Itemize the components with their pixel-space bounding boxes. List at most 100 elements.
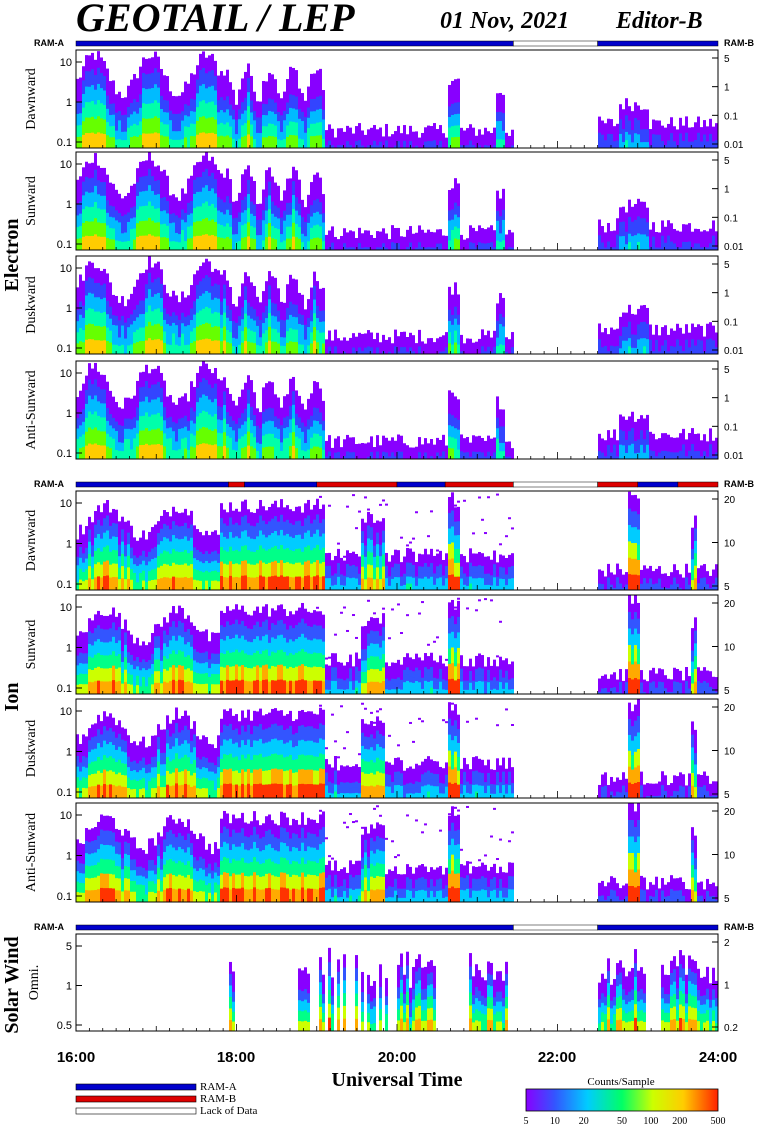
panel-electron-dawnward-cell	[370, 131, 373, 136]
panel-electron-anti-sunward-cell	[625, 445, 628, 453]
panel-electron-sunward-cell	[298, 226, 301, 239]
panel-ion-dawnward-cell	[184, 535, 187, 550]
panel-electron-dawnward-cell	[271, 111, 274, 124]
panel-electron-duskward-cell	[415, 352, 418, 355]
panel-electron-anti-sunward-cell	[466, 451, 469, 456]
panel-electron-sunward-cell	[166, 188, 169, 201]
panel-electron-duskward-cell	[190, 285, 193, 298]
panel-electron-sunward-cell	[88, 177, 91, 193]
panel-electron-anti-sunward-cell	[214, 428, 217, 445]
panel-electron-anti-sunward-cell	[343, 445, 346, 450]
panel-electron-duskward-cell	[184, 335, 187, 346]
panel-electron-anti-sunward-cell	[94, 426, 97, 444]
panel-electron-duskward-cell	[448, 309, 451, 321]
panel-electron-sunward-cell	[196, 162, 199, 178]
panel-electron-duskward-cell	[418, 329, 421, 335]
panel-electron-anti-sunward-cell	[148, 444, 151, 460]
panel-electron-anti-sunward-cell	[325, 446, 328, 451]
ion-mode-bar-segment	[316, 481, 398, 488]
panel-electron-anti-sunward-cell	[703, 434, 706, 439]
panel-electron-anti-sunward-cell	[298, 406, 301, 418]
panel-electron-duskward-cell	[622, 319, 625, 327]
panel-electron-anti-sunward-cell	[370, 455, 373, 460]
panel-electron-anti-sunward-cell	[508, 447, 511, 451]
ion-mode-bar-segment	[513, 481, 598, 488]
panel-electron-duskward-cell	[358, 346, 361, 351]
panel-electron-dawnward-cell	[244, 84, 247, 98]
panel-electron-anti-sunward-cell	[118, 424, 121, 434]
panel-electron-dawnward-cell	[616, 123, 619, 129]
panel-electron-anti-sunward-cell	[601, 455, 604, 460]
panel-electron-dawnward-cell	[664, 127, 667, 132]
panel-electron-duskward-cell	[388, 339, 391, 344]
panel-electron-sunward-cell	[223, 177, 226, 191]
panel-electron-sunward-cell	[187, 238, 190, 251]
panel-electron-sunward-cell	[91, 235, 94, 251]
panel-electron-duskward-cell	[394, 337, 397, 343]
panel-electron-dawnward-cell	[316, 83, 319, 97]
panel-electron-dawnward-cell	[409, 136, 412, 142]
panel-electron-sunward-cell	[706, 237, 709, 242]
panel-electron-anti-sunward-cell	[253, 425, 256, 438]
panel-electron-duskward-cell	[346, 340, 349, 344]
panel-electron-anti-sunward-cell	[292, 431, 295, 446]
ion-mode-bar-segment	[597, 481, 638, 488]
panel-electron-duskward-cell	[508, 351, 511, 355]
panel-electron-duskward-cell	[331, 342, 334, 346]
panel-electron-anti-sunward-cell	[649, 454, 652, 460]
figure-title: GEOTAIL / LEP	[76, 0, 355, 40]
panel-electron-anti-sunward-cell	[232, 439, 235, 450]
panel-electron-anti-sunward-cell	[496, 417, 499, 429]
panel-electron-sunward-cell	[370, 247, 373, 251]
panel-electron-sunward-cell	[493, 230, 496, 234]
panel-electron-duskward-cell	[121, 296, 124, 307]
panel-electron-duskward-cell	[259, 319, 262, 329]
panel-electron-anti-sunward-cell	[406, 456, 409, 460]
panel-ion-dawnward-cell	[157, 555, 160, 568]
panel-electron-duskward-left-tick: 0.1	[57, 343, 72, 355]
panel-electron-sunward-cell	[406, 229, 409, 234]
panel-electron-dawnward-cell	[346, 129, 349, 134]
panel-electron-dawnward-cell	[217, 87, 220, 101]
panel-electron-dawnward-cell	[643, 122, 646, 130]
panel-electron-anti-sunward-cell	[175, 413, 178, 424]
panel-electron-anti-sunward-cell	[196, 430, 199, 446]
panel-ion-dawnward-cell	[178, 538, 181, 553]
panel-electron-duskward-cell	[334, 337, 337, 343]
panel-electron-anti-sunward-cell	[646, 429, 649, 438]
panel-electron-dawnward-cell	[367, 144, 370, 149]
panel-electron-sunward-cell	[76, 191, 79, 204]
panel-electron-dawnward-cell	[625, 139, 628, 149]
panel-electron-anti-sunward-cell	[622, 437, 625, 446]
panel-electron-sunward-cell	[427, 246, 430, 251]
panel-electron-duskward-cell	[94, 325, 97, 341]
panel-electron-dawnward-cell	[634, 132, 637, 141]
panel-electron-dawnward-cell	[319, 121, 322, 136]
panel-electron-dawnward-cell	[145, 88, 148, 104]
panel-ion-dawnward-cell	[151, 579, 154, 591]
panel-electron-anti-sunward-cell	[130, 438, 133, 450]
panel-electron-duskward-cell	[334, 345, 337, 351]
panel-electron-anti-sunward-cell	[364, 446, 367, 450]
panel-electron-dawnward-cell	[649, 144, 652, 149]
panel-electron-sunward-cell	[388, 248, 391, 251]
panel-electron-anti-sunward-cell	[400, 447, 403, 452]
panel-electron-anti-sunward-cell	[400, 455, 403, 460]
panel-electron-duskward-cell	[628, 345, 631, 355]
panel-electron-anti-sunward-cell	[412, 455, 415, 458]
panel-electron-sunward-cell	[400, 245, 403, 249]
panel-electron-dawnward-cell	[700, 134, 703, 139]
panel-electron-dawnward-cell	[703, 124, 706, 130]
panel-electron-anti-sunward-cell	[304, 409, 307, 419]
panel-electron-sunward-cell	[604, 244, 607, 248]
panel-electron-anti-sunward-cell	[676, 451, 679, 456]
panel-electron-anti-sunward-cell	[427, 445, 430, 450]
panel-electron-sunward-cell	[490, 237, 493, 243]
panel-electron-dawnward-cell	[505, 137, 508, 141]
panel-electron-anti-sunward-cell	[145, 380, 148, 397]
panel-electron-duskward-cell	[265, 341, 268, 355]
panel-electron-duskward-cell	[436, 338, 439, 342]
panel-electron-dawnward-cell	[274, 79, 277, 92]
panel-electron-anti-sunward-cell	[682, 433, 685, 440]
panel-electron-anti-sunward-cell	[508, 450, 511, 454]
